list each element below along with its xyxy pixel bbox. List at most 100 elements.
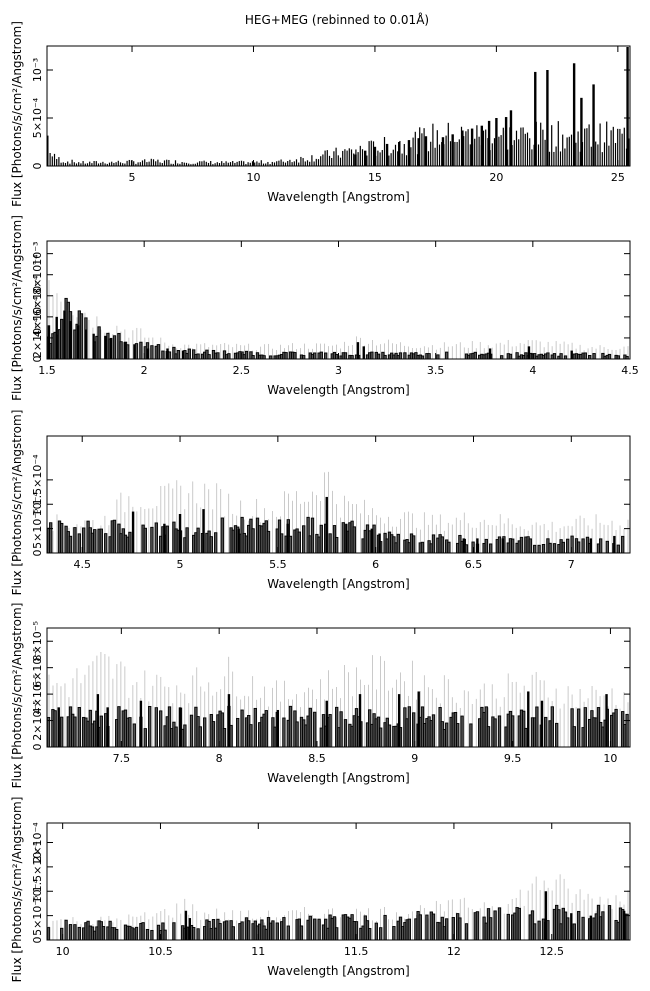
spectrum-bin — [445, 918, 449, 941]
emission-line — [546, 70, 549, 166]
spectrum-bin — [293, 161, 295, 166]
spectrum-bin — [280, 159, 282, 166]
spectrum-bin — [335, 147, 337, 166]
spectrum-bin — [581, 538, 585, 554]
spectrum-bin — [264, 710, 268, 748]
spectrum-bin — [128, 717, 132, 748]
spectrum-bin — [260, 160, 262, 166]
x-axis-label: Wavelength [Angstrom] — [267, 577, 409, 591]
y-tick-label: 2×10⁻⁴ — [31, 317, 44, 358]
spectrum-bin — [493, 718, 497, 748]
spectrum-bin — [431, 714, 436, 748]
spectrum-bin — [157, 159, 159, 166]
spectrum-bin — [183, 724, 187, 748]
y-tick-label: 5×10⁻⁵ — [31, 508, 44, 548]
spectrum-bin — [297, 531, 301, 554]
spectrum-bin — [379, 927, 383, 941]
emission-line — [178, 707, 182, 747]
x-tick-label: 8.5 — [308, 752, 326, 765]
spectrum-bin — [469, 723, 473, 748]
spectrum-bin — [502, 127, 504, 166]
spectrum-bin — [555, 146, 557, 166]
spectrum-bin — [575, 142, 577, 166]
y-tick-label: 0 — [31, 937, 44, 944]
spectrum-bin — [407, 918, 411, 941]
spectrum-bin — [284, 352, 288, 360]
spectrum-bin — [319, 524, 323, 554]
y-axis-label: Flux [Photons/s/cm²/Angstrom] — [10, 410, 24, 596]
spectrum-bin — [161, 163, 163, 166]
spectrum-bin — [500, 355, 504, 360]
plot-frame — [46, 822, 631, 941]
spectrum-bin — [73, 924, 77, 941]
spectrum-bin — [84, 163, 86, 166]
spectrum-bin — [392, 149, 394, 166]
spectrum-bin — [295, 721, 299, 748]
spectrum-bin — [335, 354, 339, 360]
emission-line — [461, 130, 464, 166]
x-tick-label: 11.5 — [344, 945, 369, 958]
spectrum-bin — [513, 140, 515, 166]
emission-line — [354, 154, 357, 166]
spectrum-bin — [163, 929, 167, 941]
chart-panel-3: 4.5 5 5.5 6 6.5 7 0 5×10⁻⁵10⁻⁴1.5×10⁻⁴ Wavelengt… — [10, 410, 631, 596]
spectrum-bin — [93, 529, 97, 554]
spectrum-bin — [73, 716, 77, 748]
spectrum-bin — [79, 313, 84, 360]
emission-line — [166, 348, 169, 359]
emission-line — [504, 117, 508, 166]
spectrum-bin — [621, 133, 623, 166]
spectrum-bin — [265, 163, 267, 166]
x-tick-label: 7 — [568, 558, 575, 571]
spectrum-bin — [234, 162, 236, 166]
spectrum-bin — [176, 350, 180, 360]
spectrum-bin — [212, 164, 214, 166]
spectrum-bin — [507, 149, 509, 166]
spectrum-bin — [522, 127, 524, 166]
spectrum-bin — [343, 352, 348, 360]
spectrum-bin — [445, 135, 447, 166]
spectrum-bin — [421, 133, 423, 166]
x-tick-label: 3.5 — [427, 364, 445, 377]
spectrum-bin — [154, 522, 158, 554]
spectrum-bin — [368, 141, 370, 166]
spectrum-bin — [82, 527, 86, 554]
spectrum-bin — [328, 714, 332, 748]
spectrum-bin — [601, 911, 605, 941]
spectrum-bin — [134, 343, 139, 360]
emission-line — [358, 694, 362, 747]
spectrum-bin — [577, 541, 581, 554]
spectrum-bin — [150, 158, 152, 166]
spectrum-bin — [302, 355, 306, 360]
spectrum-bin — [249, 162, 251, 166]
emission-line — [227, 694, 231, 747]
spectrum-bin — [288, 535, 293, 554]
x-axis-label: Wavelength [Angstrom] — [267, 383, 409, 397]
spectrum-bin — [376, 353, 381, 360]
spectrum-bin — [77, 707, 81, 748]
emission-line — [527, 346, 531, 359]
spectrum-bin — [447, 541, 451, 554]
emission-line — [106, 707, 109, 747]
spectrum-bin — [506, 913, 510, 941]
emission-line — [325, 700, 328, 747]
emission-line — [417, 138, 420, 166]
spectrum-bin — [47, 135, 49, 166]
spectrum-bin — [154, 707, 158, 748]
spectrum-bin — [183, 162, 185, 166]
spectrum-bin — [289, 159, 291, 166]
spectrum-bin — [139, 341, 143, 360]
emission-line — [613, 535, 616, 553]
spectrum-bin — [117, 706, 121, 748]
spectrum-bin — [53, 153, 56, 166]
spectrum-bin — [484, 538, 488, 554]
spectrum-bin — [104, 163, 106, 166]
spectrum-bin — [434, 147, 436, 166]
spectrum-bin — [227, 353, 231, 360]
y-tick-label: 5×10⁻⁴ — [31, 97, 44, 138]
spectrum-bin — [350, 355, 354, 360]
y-tick-label: 0 — [31, 163, 44, 170]
spectrum-bin — [366, 155, 368, 166]
x-tick-label: 20 — [489, 171, 503, 184]
spectrum-bin — [69, 163, 71, 166]
